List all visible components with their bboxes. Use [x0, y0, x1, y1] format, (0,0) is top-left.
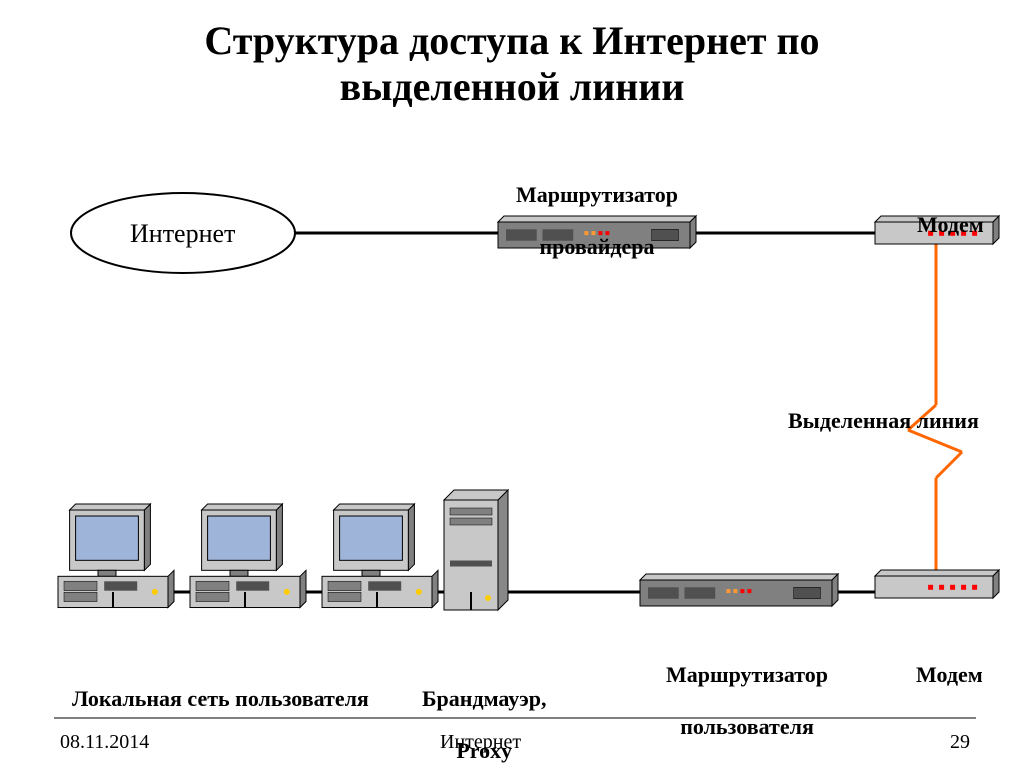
title-line1: Структура доступа к Интернет по	[204, 18, 819, 63]
label-router-provider-l2: провайдера	[539, 234, 654, 259]
label-firewall-l1: Брандмауэр,	[422, 686, 547, 711]
title-line2: выделенной линии	[340, 64, 685, 109]
label-lan: Локальная сеть пользователя	[50, 660, 369, 738]
label-router-provider: Маршрутизатор провайдера	[494, 156, 678, 286]
footer-date: 08.11.2014	[60, 731, 149, 754]
label-router-user-l2: пользователя	[680, 714, 814, 739]
footer-page: 29	[950, 731, 970, 754]
slide-title: Структура доступа к Интернет по выделенн…	[0, 18, 1024, 110]
label-router-user-l1: Маршрутизатор	[666, 662, 828, 687]
label-router-user: Маршрутизатор пользователя	[644, 636, 828, 766]
label-modem-bottom: Модем	[894, 636, 983, 714]
footer-center: Интернет	[440, 731, 521, 754]
label-router-provider-l1: Маршрутизатор	[516, 182, 678, 207]
label-leased-line: Выделенная линия	[766, 382, 979, 460]
svg-text:Интернет: Интернет	[130, 219, 235, 248]
label-modem-top: Модем	[895, 186, 984, 264]
